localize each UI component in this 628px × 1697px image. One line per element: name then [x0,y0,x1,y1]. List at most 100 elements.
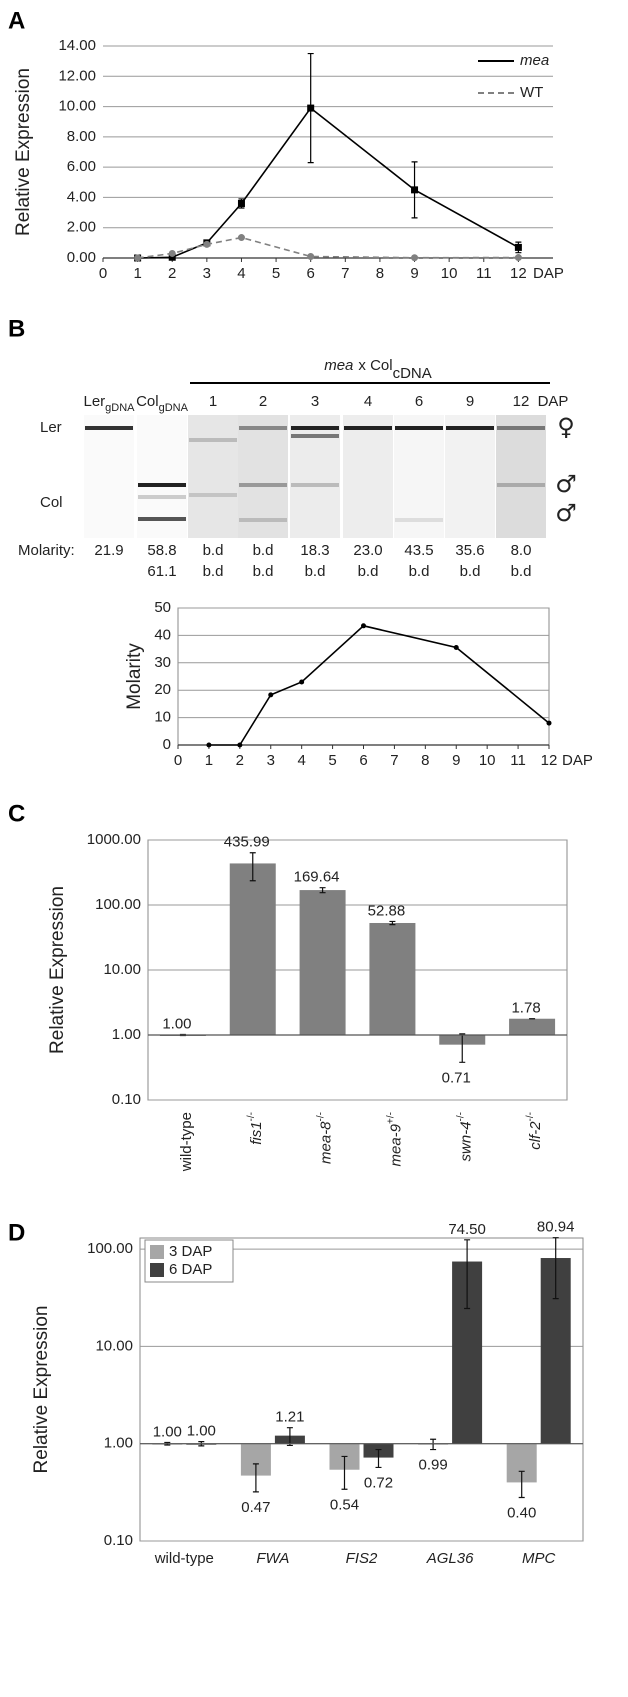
value-label: 74.50 [448,1221,486,1238]
data-point [237,743,242,748]
gel-band [85,426,133,430]
legend-swatch [150,1263,164,1277]
x-tick-label: 4 [237,265,245,282]
data-point [238,200,245,207]
category-name: clf-2 [527,1121,544,1150]
data-point [299,679,304,684]
data-point [203,241,210,248]
legend-label: 6 DAP [169,1261,212,1278]
header-sub: cDNA [393,365,432,382]
legend-label: WT [520,84,543,101]
gel-band [189,493,237,497]
value-label: 0.99 [418,1457,447,1474]
figure: ABCDmeax ColcDNADAPLergDNA21.9ColgDNA58.… [0,0,628,1697]
gel-band [344,426,392,430]
molarity-value: b.d [253,542,274,559]
molarity-value: 43.5 [404,542,433,559]
category-name: MPC [522,1550,556,1567]
value-label: 1.00 [153,1423,182,1440]
category-name: AGL36 [426,1550,474,1567]
y-tick-label: 2.00 [67,219,96,236]
y-tick-label: 10.00 [103,961,141,978]
x-tick-label: mea-9+/- [386,1112,405,1166]
value-label: 169.64 [294,869,340,886]
lane-name: 1 [209,393,217,410]
lane-label: 3 [311,393,319,410]
y-tick-label: 20 [154,681,171,698]
molarity-value: 23.0 [353,542,382,559]
x-tick-label: 9 [452,752,460,769]
x-tick-label: wild-type [154,1550,214,1567]
molarity-value: b.d [253,563,274,580]
x-tick-label: 7 [341,265,349,282]
y-tick-label: 40 [154,626,171,643]
y-tick-label: 1.00 [112,1026,141,1043]
molarity-value: 21.9 [94,542,123,559]
gel-band [239,518,287,522]
y-tick-label: 100.00 [95,896,141,913]
value-label: 1.21 [275,1409,304,1426]
x-tick-label: clf-2-/- [525,1112,544,1150]
y-tick-label: 1000.00 [87,831,141,848]
y-tick-label: 14.00 [58,37,96,54]
molarity-value: b.d [358,563,379,580]
x-tick-label: 12 [510,265,527,282]
lane-label: 12 [513,393,530,410]
value-label: 0.71 [442,1069,471,1086]
molarity-value: 61.1 [147,563,176,580]
bar [300,890,346,1035]
x-tick-label: 6 [359,752,367,769]
y-tick-label: 1.00 [104,1435,133,1452]
x-tick-label: 3 [203,265,211,282]
data-point [134,255,141,262]
value-label: 1.78 [511,1000,540,1017]
y-axis-label: Relative Expression [31,1306,52,1474]
lane-name: 3 [311,393,319,410]
x-tick-label: FWA [256,1550,289,1567]
y-tick-label: 10.00 [58,98,96,115]
category-name: wild-type [178,1112,195,1172]
row-label: Ler [40,419,62,436]
header-part: mea [324,357,353,374]
lane-label: LergDNA [83,393,135,414]
lane-label: 6 [415,393,423,410]
category-superscript: -/- [525,1112,536,1121]
x-tick-label: 4 [297,752,305,769]
lane-name: 6 [415,393,423,410]
series-line [209,626,549,745]
molarity-value: b.d [511,563,532,580]
category-superscript: +/- [386,1112,397,1124]
gel-lane [496,415,546,538]
data-point [169,250,176,257]
gel-band [291,426,339,430]
x-tick-label: 5 [328,752,336,769]
x-tick-label: swn-4-/- [455,1112,474,1161]
bar [369,923,415,1035]
molarity-value: b.d [203,542,224,559]
gel-band [446,426,494,430]
y-tick-label: 10 [154,709,171,726]
value-label: 0.72 [364,1474,393,1491]
data-point [307,105,314,112]
x-tick-label: 5 [272,265,280,282]
series-line [138,108,519,258]
x-tick-label: wild-type [178,1112,195,1172]
category-name: swn-4 [457,1121,474,1161]
y-tick-label: 10.00 [95,1337,133,1354]
molarity-value: 58.8 [147,542,176,559]
gel-band [239,426,287,430]
x-tick-label: 3 [267,752,275,769]
data-point [411,186,418,193]
x-tick-label: 10 [441,265,458,282]
category-superscript: -/- [316,1112,327,1121]
data-point [268,692,273,697]
x-tick-label: 8 [376,265,384,282]
x-tick-label: 1 [205,752,213,769]
y-tick-label: 0.10 [104,1532,133,1549]
x-tick-label: 7 [390,752,398,769]
x-tick-label: fis1-/- [246,1112,265,1145]
gel-band [497,483,545,487]
category-name: fis1 [248,1121,265,1144]
lane-label: 2 [259,393,267,410]
value-label: 52.88 [368,902,406,919]
